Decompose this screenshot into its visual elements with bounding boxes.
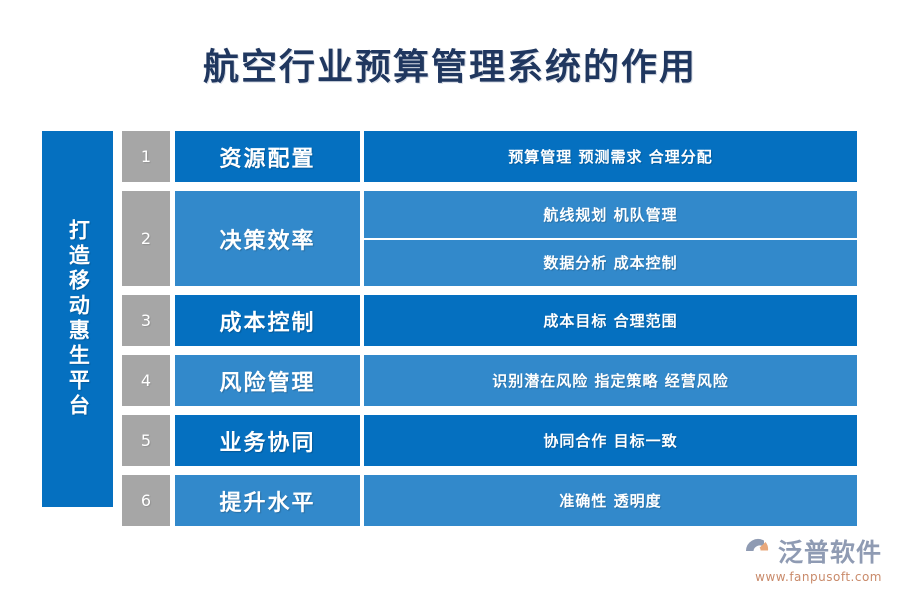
logo-row: 泛普软件	[743, 533, 882, 569]
table-row[interactable]: 5 业务协同 协同合作 目标一致	[122, 415, 857, 466]
fanpu-logo-icon	[743, 536, 773, 566]
table-row[interactable]: 2 决策效率 航线规划 机队管理 数据分析 成本控制	[122, 191, 857, 286]
diagram-container: 打造移动惠生平台 1 资源配置 预算管理 预测需求 合理分配 2 决策效率 航线规划 机队…	[42, 131, 857, 526]
table-row[interactable]: 1 资源配置 预算管理 预测需求 合理分配	[122, 131, 857, 182]
row-detail[interactable]: 成本目标 合理范围	[543, 312, 678, 330]
row-category[interactable]: 决策效率	[175, 191, 360, 286]
table-row[interactable]: 6 提升水平 准确性 透明度	[122, 475, 857, 526]
row-detail[interactable]: 识别潜在风险 指定策略 经营风险	[492, 372, 729, 390]
row-detail-group: 预算管理 预测需求 合理分配	[364, 131, 857, 182]
logo-name: 泛普软件	[777, 538, 882, 567]
page-title: 航空行业预算管理系统的作用	[202, 47, 697, 88]
row-detail-group: 识别潜在风险 指定策略 经营风险	[364, 355, 857, 406]
row-detail[interactable]: 数据分析 成本控制	[364, 237, 857, 287]
row-detail-group: 航线规划 机队管理数据分析 成本控制	[364, 191, 857, 286]
row-category[interactable]: 业务协同	[175, 415, 360, 466]
rows-container: 1 资源配置 预算管理 预测需求 合理分配 2 决策效率 航线规划 机队管理 数据分析 成本…	[122, 131, 857, 526]
row-number: 6	[122, 475, 170, 526]
row-category[interactable]: 提升水平	[175, 475, 360, 526]
row-number: 5	[122, 415, 170, 466]
row-number: 1	[122, 131, 170, 182]
row-detail[interactable]: 预算管理 预测需求 合理分配	[508, 148, 713, 166]
row-category[interactable]: 成本控制	[175, 295, 360, 346]
row-detail-group: 协同合作 目标一致	[364, 415, 857, 466]
row-category[interactable]: 风险管理	[175, 355, 360, 406]
row-detail[interactable]: 协同合作 目标一致	[543, 432, 678, 450]
row-detail-group: 准确性 透明度	[364, 475, 857, 526]
sidebar-banner: 打造移动惠生平台	[42, 131, 113, 507]
row-category[interactable]: 资源配置	[175, 131, 360, 182]
row-number: 2	[122, 191, 170, 286]
row-detail[interactable]: 准确性 透明度	[559, 492, 662, 510]
logo-url: www.fanpusoft.com	[755, 570, 882, 584]
table-row[interactable]: 4 风险管理 识别潜在风险 指定策略 经营风险	[122, 355, 857, 406]
sidebar-label: 打造移动惠生平台	[66, 219, 91, 419]
table-row[interactable]: 3 成本控制 成本目标 合理范围	[122, 295, 857, 346]
row-number: 3	[122, 295, 170, 346]
brand-logo: 泛普软件 www.fanpusoft.com	[743, 533, 882, 584]
row-detail[interactable]: 航线规划 机队管理	[543, 205, 678, 224]
row-number: 4	[122, 355, 170, 406]
row-detail-group: 成本目标 合理范围	[364, 295, 857, 346]
